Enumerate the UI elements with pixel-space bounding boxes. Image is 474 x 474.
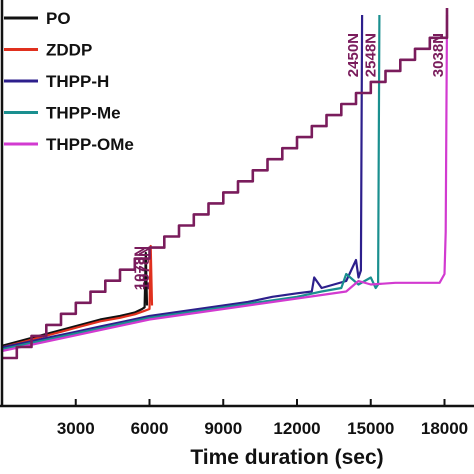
x-tick-label: 6000 [131,419,169,438]
annotation-label: 2548N [362,33,379,77]
annotation-label: 3038N [430,33,447,77]
x-tick-label: 3000 [57,419,95,438]
series-line-thpp-me [1,14,381,351]
legend-label: THPP-H [46,72,109,91]
legend-label: ZDDP [46,41,92,60]
legend-label: THPP-Me [46,104,121,123]
legend-label: THPP-OMe [46,135,134,154]
series-line-zddp [1,244,154,349]
series-line-load [2,8,449,360]
x-tick-label: 18000 [421,419,468,438]
series-line-thpp-h [1,14,364,349]
legend-label: PO [46,9,71,28]
annotation-label: 2450N [345,33,362,77]
legend: PO ZDDP THPP-H THPP-Me THPP-OMe [4,9,134,154]
x-tick-label: 12000 [273,419,320,438]
x-tick-label: 9000 [204,419,242,438]
annotation-label: 1078N [136,246,153,290]
x-axis [0,0,474,408]
series-line-thpp-ome [1,14,449,353]
x-tick-label: 15000 [347,419,394,438]
tick-labels: 3000 6000 9000 12000 15000 18000 [57,399,468,438]
annotation-label: 1078N [131,246,148,290]
plot-lines [1,8,449,360]
x-axis-title: Time duration (sec) [190,446,383,469]
